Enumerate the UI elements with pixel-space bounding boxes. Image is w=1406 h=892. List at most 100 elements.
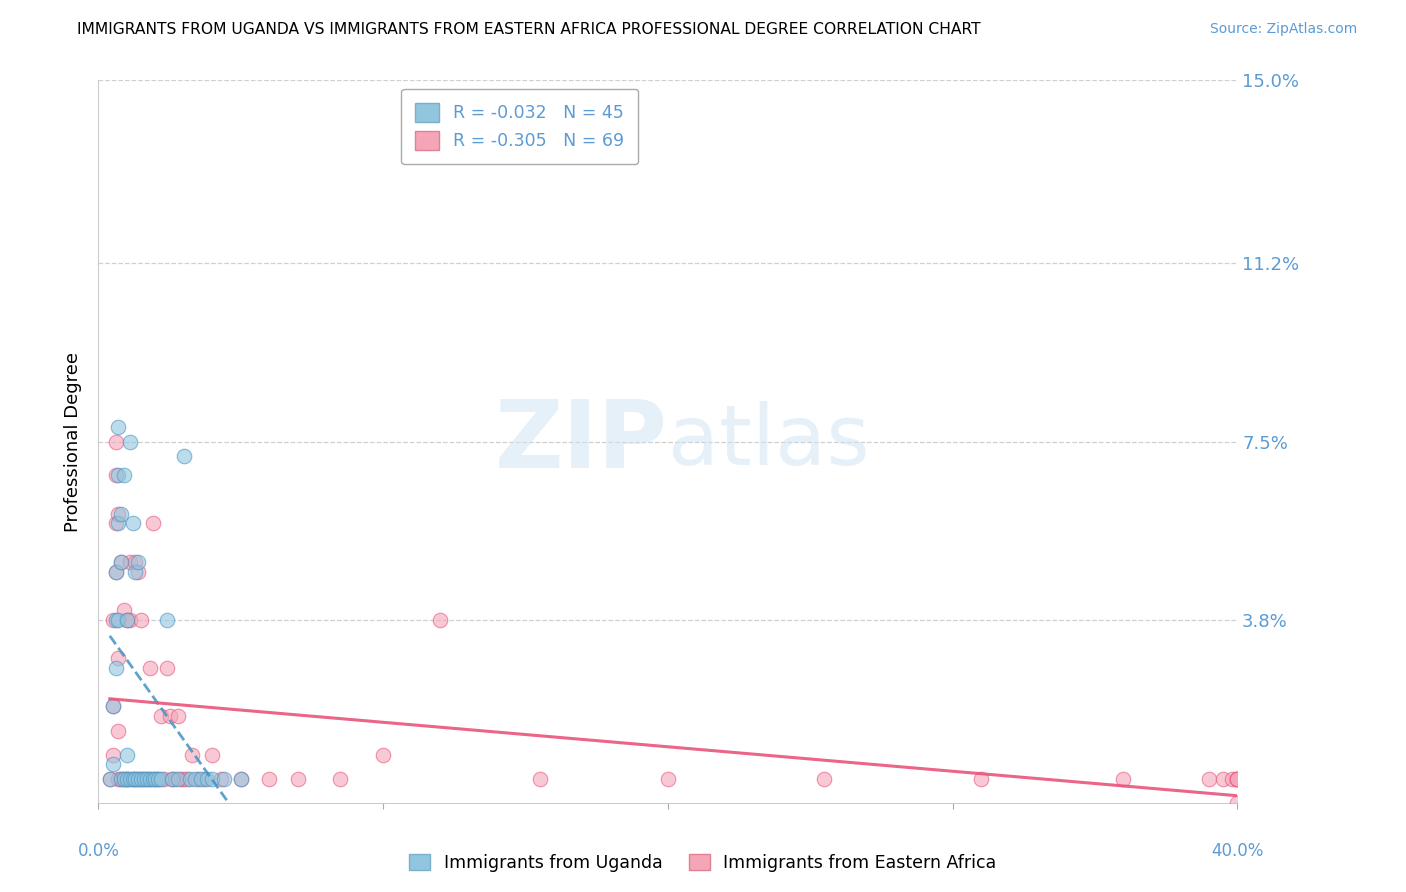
Point — [104, 434, 127, 449]
Point — [107, 723, 129, 738]
Point — [121, 516, 143, 531]
Point — [127, 555, 149, 569]
Point — [124, 565, 146, 579]
Point — [132, 772, 155, 786]
Point — [167, 709, 190, 723]
Point — [107, 651, 129, 665]
Point — [112, 772, 135, 786]
Point — [101, 699, 124, 714]
Point — [145, 772, 167, 786]
Point — [104, 516, 127, 531]
Text: Source: ZipAtlas.com: Source: ZipAtlas.com — [1209, 22, 1357, 37]
Point — [138, 661, 160, 675]
Point — [101, 613, 124, 627]
Point — [104, 468, 127, 483]
Point — [1226, 772, 1249, 786]
Point — [127, 565, 149, 579]
Point — [141, 516, 163, 531]
Point — [101, 757, 124, 772]
Point — [118, 434, 141, 449]
Point — [181, 747, 204, 762]
Point — [129, 613, 152, 627]
Point — [110, 555, 132, 569]
Point — [112, 468, 135, 483]
Point — [173, 772, 195, 786]
Point — [129, 772, 152, 786]
Point — [165, 772, 187, 786]
Point — [115, 747, 138, 762]
Point — [101, 747, 124, 762]
Point — [135, 772, 157, 786]
Point — [184, 772, 207, 786]
Point — [107, 772, 129, 786]
Point — [110, 507, 132, 521]
Point — [132, 772, 155, 786]
Point — [121, 772, 143, 786]
Y-axis label: Professional Degree: Professional Degree — [65, 351, 83, 532]
Point — [162, 772, 184, 786]
Point — [127, 772, 149, 786]
Point — [98, 772, 121, 786]
Text: IMMIGRANTS FROM UGANDA VS IMMIGRANTS FROM EASTERN AFRICA PROFESSIONAL DEGREE COR: IMMIGRANTS FROM UGANDA VS IMMIGRANTS FRO… — [77, 22, 981, 37]
Point — [153, 772, 176, 786]
Text: 0.0%: 0.0% — [77, 842, 120, 860]
Point — [156, 661, 179, 675]
Point — [1212, 772, 1234, 786]
Point — [1112, 772, 1135, 786]
Point — [104, 565, 127, 579]
Point — [141, 772, 163, 786]
Point — [138, 772, 160, 786]
Point — [167, 772, 190, 786]
Point — [107, 516, 129, 531]
Point — [110, 555, 132, 569]
Text: 40.0%: 40.0% — [1211, 842, 1264, 860]
Point — [173, 449, 195, 463]
Point — [115, 613, 138, 627]
Point — [118, 772, 141, 786]
Point — [129, 772, 152, 786]
Point — [190, 772, 212, 786]
Point — [115, 772, 138, 786]
Point — [1220, 772, 1243, 786]
Point — [127, 772, 149, 786]
Point — [529, 772, 551, 786]
Point — [229, 772, 252, 786]
Text: atlas: atlas — [668, 401, 869, 482]
Point — [104, 661, 127, 675]
Point — [124, 772, 146, 786]
Point — [373, 747, 395, 762]
Point — [107, 468, 129, 483]
Point — [159, 709, 181, 723]
Point — [813, 772, 835, 786]
Point — [329, 772, 352, 786]
Point — [212, 772, 235, 786]
Point — [156, 613, 179, 627]
Point — [259, 772, 281, 786]
Point — [138, 772, 160, 786]
Point — [145, 772, 167, 786]
Point — [101, 699, 124, 714]
Point — [187, 772, 209, 786]
Point — [179, 772, 201, 786]
Point — [115, 613, 138, 627]
Point — [176, 772, 198, 786]
Point — [148, 772, 170, 786]
Point — [110, 772, 132, 786]
Point — [121, 772, 143, 786]
Point — [1198, 772, 1220, 786]
Legend: R = -0.032   N = 45, R = -0.305   N = 69: R = -0.032 N = 45, R = -0.305 N = 69 — [401, 89, 638, 164]
Point — [201, 772, 224, 786]
Point — [970, 772, 993, 786]
Point — [195, 772, 218, 786]
Point — [135, 772, 157, 786]
Point — [429, 613, 451, 627]
Point — [112, 772, 135, 786]
Point — [150, 772, 173, 786]
Point — [201, 747, 224, 762]
Point — [104, 565, 127, 579]
Point — [115, 772, 138, 786]
Point — [1226, 796, 1249, 810]
Point — [1226, 772, 1249, 786]
Point — [104, 613, 127, 627]
Point — [1226, 772, 1249, 786]
